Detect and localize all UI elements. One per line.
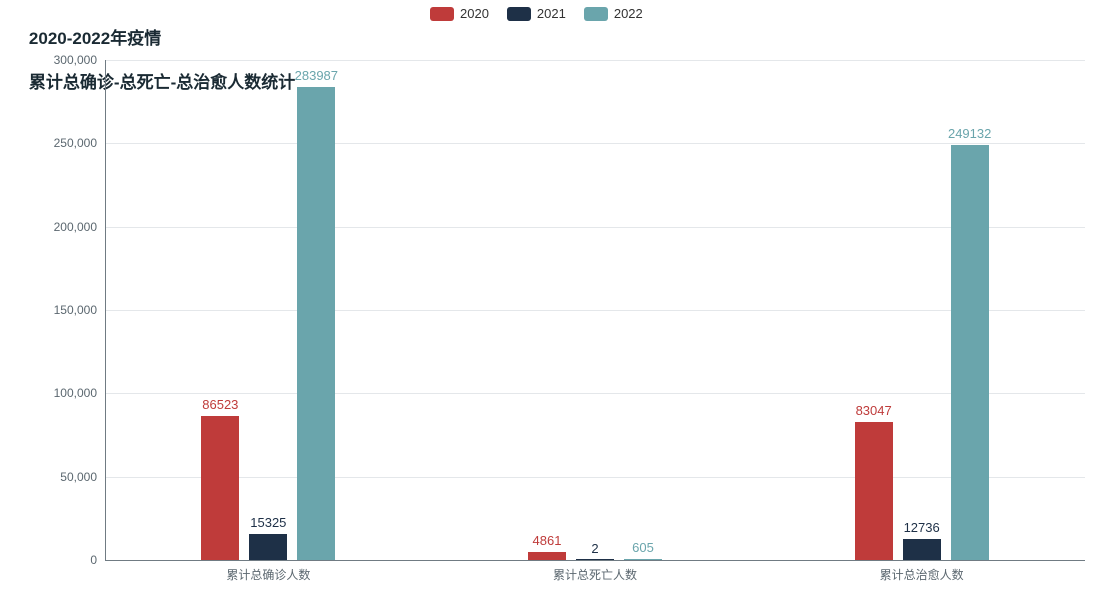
legend-label: 2022 xyxy=(614,6,643,21)
legend-item[interactable]: 2022 xyxy=(584,6,643,21)
grid-line xyxy=(105,477,1085,478)
x-tick-label: 累计总治愈人数 xyxy=(880,560,964,583)
bar[interactable] xyxy=(249,534,287,560)
grid-line xyxy=(105,393,1085,394)
x-tick-label: 累计总死亡人数 xyxy=(553,560,637,583)
grid-line xyxy=(105,60,1085,61)
legend-label: 2021 xyxy=(537,6,566,21)
y-tick-label: 200,000 xyxy=(54,220,105,234)
bar-value-label: 283987 xyxy=(295,68,338,87)
y-tick-label: 50,000 xyxy=(60,470,105,484)
bar-value-label: 249132 xyxy=(948,126,991,145)
bar-value-label: 605 xyxy=(632,540,654,559)
y-tick-label: 150,000 xyxy=(54,303,105,317)
legend-swatch xyxy=(430,7,454,21)
bar-value-label: 83047 xyxy=(856,403,892,422)
bar-value-label: 2 xyxy=(591,541,598,560)
bar[interactable] xyxy=(624,559,662,560)
bar[interactable] xyxy=(297,87,335,560)
grid-line xyxy=(105,143,1085,144)
plot-area: 050,000100,000150,000200,000250,000300,0… xyxy=(105,60,1085,560)
bar-value-label: 15325 xyxy=(250,515,286,534)
bar[interactable] xyxy=(201,416,239,560)
legend-swatch xyxy=(584,7,608,21)
bar[interactable] xyxy=(855,422,893,560)
bar-value-label: 86523 xyxy=(202,397,238,416)
legend-label: 2020 xyxy=(460,6,489,21)
y-tick-label: 250,000 xyxy=(54,136,105,150)
grid-line xyxy=(105,227,1085,228)
bar[interactable] xyxy=(528,552,566,560)
chart-container: 2020-2022年疫情 累计总确诊-总死亡-总治愈人数统计 202020212… xyxy=(0,0,1109,602)
bar-value-label: 12736 xyxy=(904,520,940,539)
legend: 2020 2021 2022 xyxy=(430,6,643,21)
grid-line xyxy=(105,310,1085,311)
y-tick-label: 100,000 xyxy=(54,386,105,400)
bar[interactable] xyxy=(951,145,989,560)
chart-title-line1: 2020-2022年疫情 xyxy=(29,29,161,48)
bar-value-label: 4861 xyxy=(533,533,562,552)
y-axis-line xyxy=(105,60,106,560)
y-tick-label: 300,000 xyxy=(54,53,105,67)
legend-swatch xyxy=(507,7,531,21)
x-tick-label: 累计总确诊人数 xyxy=(226,560,310,583)
y-tick-label: 0 xyxy=(90,553,105,567)
bar[interactable] xyxy=(903,539,941,560)
legend-item[interactable]: 2020 xyxy=(430,6,489,21)
legend-item[interactable]: 2021 xyxy=(507,6,566,21)
